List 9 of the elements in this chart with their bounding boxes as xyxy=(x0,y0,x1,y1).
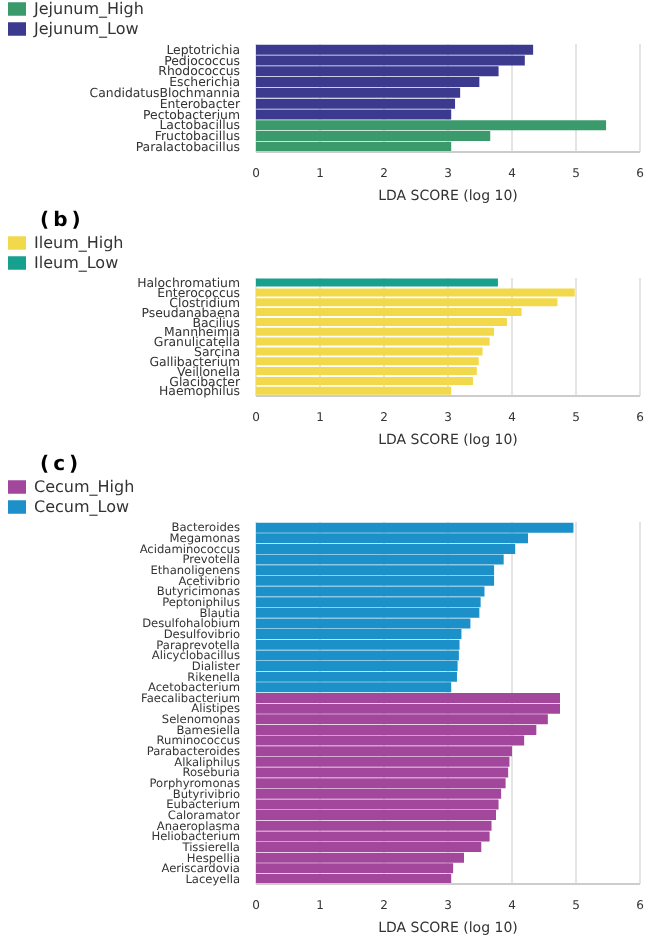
legend-label: Cecum_Low xyxy=(34,498,130,516)
legend-label: Jejunum_Low xyxy=(34,20,139,38)
legend-label: Jejunum_High xyxy=(34,0,144,18)
legend-label: Ileum_High xyxy=(34,234,124,252)
text: (b) xyxy=(38,208,87,234)
bar xyxy=(256,278,498,287)
legend-label: Cecum_High xyxy=(34,478,135,496)
text: (c) xyxy=(38,452,85,478)
legend-label: Ileum_Low xyxy=(34,254,119,272)
